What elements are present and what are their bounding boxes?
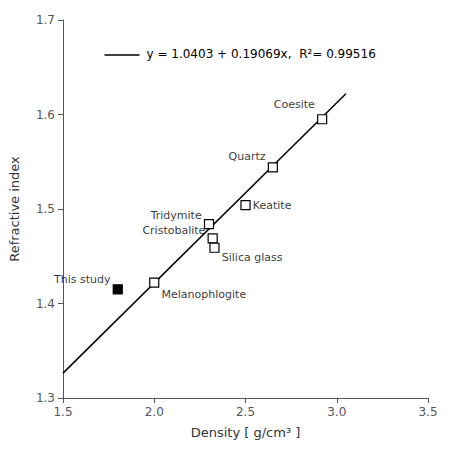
svg-text:Silica glass: Silica glass: [222, 251, 283, 264]
svg-text:1.6: 1.6: [36, 108, 55, 122]
svg-text:1.5: 1.5: [53, 405, 72, 419]
svg-text:Coesite: Coesite: [274, 98, 315, 111]
svg-text:Density [ g/cm³ ]: Density [ g/cm³ ]: [191, 425, 301, 440]
svg-text:Refractive index: Refractive index: [7, 156, 22, 262]
svg-text:1.4: 1.4: [36, 297, 55, 311]
svg-text:1.3: 1.3: [36, 391, 55, 405]
svg-text:3.5: 3.5: [418, 405, 437, 419]
svg-text:Keatite: Keatite: [253, 199, 292, 212]
svg-text:Quartz: Quartz: [229, 150, 266, 163]
svg-text:3.0: 3.0: [327, 405, 346, 419]
svg-text:Cristobalite: Cristobalite: [142, 224, 205, 237]
svg-text:Tridymite: Tridymite: [150, 209, 202, 222]
svg-text:y = 1.0403 + 0.19069x, R²= 0.: y = 1.0403 + 0.19069x, R²= 0.99516: [147, 47, 376, 61]
svg-text:Melanophlogite: Melanophlogite: [162, 288, 247, 301]
svg-text:2.0: 2.0: [145, 405, 164, 419]
svg-text:1.7: 1.7: [36, 13, 55, 27]
svg-text:1.5: 1.5: [36, 202, 55, 216]
svg-text:2.5: 2.5: [236, 405, 255, 419]
svg-text:This study: This study: [53, 273, 111, 286]
